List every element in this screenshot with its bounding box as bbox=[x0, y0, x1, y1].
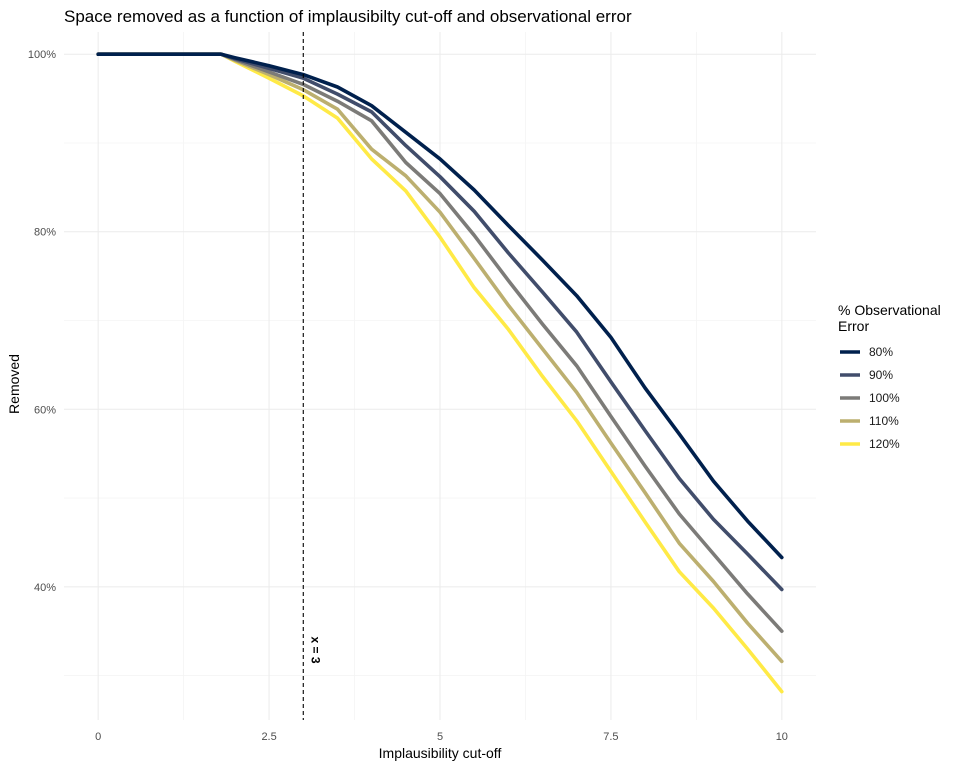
legend: % Observational Error 80% 90% 100% 110% 120% bbox=[838, 302, 941, 451]
legend-item: 80% bbox=[840, 345, 893, 359]
x-axis-label: Implausibility cut-off bbox=[379, 745, 502, 761]
legend-label: 90% bbox=[869, 368, 893, 382]
y-tick-label: 100% bbox=[28, 49, 56, 61]
legend-items: 80% 90% 100% 110% 120% bbox=[840, 345, 900, 451]
legend-label: 120% bbox=[869, 437, 900, 451]
legend-label: 80% bbox=[869, 345, 893, 359]
y-axis-label: Removed bbox=[6, 354, 22, 414]
cutoff-label: x = 3 bbox=[308, 636, 322, 663]
x-tick-label: 5 bbox=[437, 731, 443, 743]
x-axis-ticks: 0 2.5 5 7.5 10 bbox=[95, 731, 788, 743]
legend-title-line-2: Error bbox=[838, 318, 869, 334]
series-line-80pct bbox=[96, 52, 784, 560]
legend-item: 120% bbox=[840, 437, 900, 451]
y-tick-label: 40% bbox=[34, 582, 56, 594]
legend-label: 100% bbox=[869, 391, 900, 405]
grid bbox=[64, 32, 816, 720]
x-tick-label: 2.5 bbox=[261, 731, 276, 743]
y-tick-label: 60% bbox=[34, 404, 56, 416]
legend-item: 110% bbox=[840, 414, 899, 428]
y-axis-ticks: 40% 60% 80% 100% bbox=[28, 49, 56, 594]
x-tick-label: 0 bbox=[95, 731, 101, 743]
legend-item: 100% bbox=[840, 391, 900, 405]
y-tick-label: 80% bbox=[34, 227, 56, 239]
series-lines bbox=[96, 52, 784, 694]
chart-title: Space removed as a function of implausib… bbox=[64, 7, 632, 26]
legend-title-line-1: % Observational bbox=[838, 302, 941, 318]
legend-item: 90% bbox=[840, 368, 893, 382]
x-tick-label: 10 bbox=[776, 731, 788, 743]
x-tick-label: 7.5 bbox=[603, 731, 618, 743]
cutoff-annotation: x = 3 bbox=[302, 32, 322, 720]
legend-label: 110% bbox=[869, 414, 899, 428]
